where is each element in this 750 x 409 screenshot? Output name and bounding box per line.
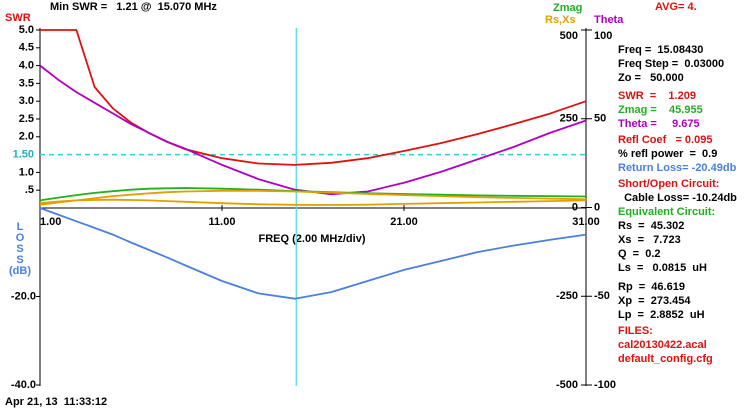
readout-line: Zmag = 45.955 [618,104,703,116]
readout-line: Xp = 273.454 [618,295,691,307]
curve [39,198,587,206]
readout-line: Freq = 15.08430 [618,44,703,56]
y-tick-label: 3.5 [19,77,34,89]
legend-entry: Zmag [553,2,582,14]
y-tick-label: 2.5 [19,113,34,125]
readout-line: default_config.cfg [618,353,713,365]
readout-line: Xs = 7.723 [618,234,681,246]
loss-axis-label: O [16,232,25,244]
x-tick-label: 11.00 [209,216,236,228]
readout-line: Cable Loss= -10.24db [618,192,737,204]
zmag-tick-label: 250 [560,113,578,125]
loss-tick-label: -40.0 [11,379,36,391]
readout-line: Ls = 0.0815 uH [618,262,707,274]
loss-axis-label: S [16,254,23,266]
y-tick-label: 4.5 [19,42,34,54]
loss-axis-label: (dB) [9,265,31,277]
x-tick-label: 31.00 [572,216,600,228]
loss-axis-label: L [17,221,24,233]
readout-line: % refl power = 0.9 [618,148,717,160]
readout-line: FILES: [618,325,653,337]
theta-tick-label: 0 [594,201,600,213]
readout-line: Freq Step = 0.03000 [618,58,724,70]
min-swr: Min SWR = 1.21 @ 15.070 MHz [50,1,217,13]
readout-line: cal20130422.acal [618,339,707,351]
zmag-tick-label: -500 [556,379,578,391]
readout-line: Q = 0.2 [618,248,661,260]
curve [39,187,587,202]
swr-threshold-label: 1.50 [13,149,34,161]
readout-line: Refl Coef = 0.095 [618,134,712,146]
x-tick-label: 1.00 [40,216,61,228]
readout-line: SWR = 1.209 [618,90,696,102]
y-tick-label: .5 [25,184,34,196]
y-tick-label: 2.0 [19,131,34,143]
theta-tick-label: -50 [594,290,610,302]
loss-tick-label: -20.0 [11,290,36,302]
x-tick-label: 21.00 [390,216,418,228]
y-tick-label: 3.0 [19,95,34,107]
theta-tick-label: 50 [594,113,606,125]
readout-line: Rp = 46.619 [618,281,685,293]
legend-entry: SWR [5,12,31,24]
avg: AVG= 4. [655,1,697,13]
curve [39,207,587,300]
readout-line: Rs = 45.302 [618,220,684,232]
readout-line: Short/Open Circuit: [618,178,719,190]
curve [40,29,587,166]
legend-entry: Theta [594,14,624,26]
x-axis-label: FREQ (2.00 MHz/div) [259,233,366,245]
readout-line: Return Loss= -20.49db [618,162,737,174]
zmag-tick-label: -250 [556,290,578,302]
zmag-tick-label: 500 [560,30,578,42]
readout-line: Lp = 2.8852 uH [618,309,705,321]
loss-axis-label: S [16,243,23,255]
legend-entry: Rs,Xs [545,14,576,26]
y-tick-label: 5.0 [19,24,34,36]
theta-tick-label: 100 [594,30,612,42]
theta-tick-label: -100 [594,379,616,391]
zmag-tick-label: 0 [572,201,578,213]
y-tick-label: 1.0 [19,166,34,178]
readout-line: Theta = 9.675 [618,118,700,130]
curve [39,189,587,206]
y-tick-label: 4.0 [19,60,34,72]
timestamp: Apr 21, 13 11:33:12 [5,396,107,408]
readout-line: Equivalent Circuit: [618,206,715,218]
readout-line: Zo = 50.000 [618,72,684,84]
curve [39,64,587,196]
